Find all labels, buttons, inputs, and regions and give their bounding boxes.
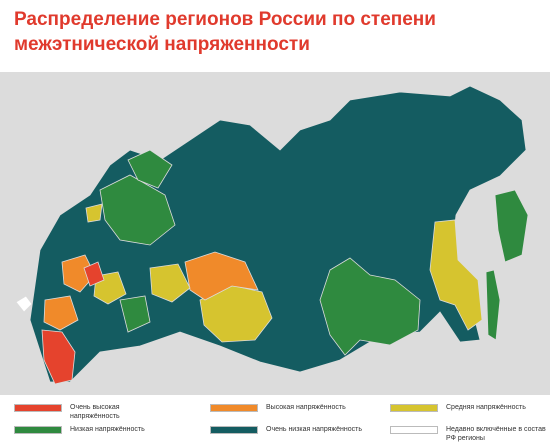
- region-medium: [429, 219, 483, 331]
- legend-swatch: [210, 426, 258, 434]
- map: [0, 72, 550, 395]
- region-medium: [149, 263, 191, 303]
- legend-swatch: [390, 404, 438, 412]
- region-low: [99, 174, 176, 246]
- region-medium: [85, 203, 103, 223]
- legend-swatch: [390, 426, 438, 434]
- region-low: [319, 257, 421, 356]
- region-low: [494, 189, 529, 263]
- legend-label: Недавно включённые в состав РФ регионы: [446, 426, 546, 442]
- legend-swatch: [210, 404, 258, 412]
- region-high: [43, 295, 79, 331]
- legend-label: Низкая напряжённость: [70, 426, 145, 433]
- region-low: [127, 149, 173, 189]
- region-high: [61, 254, 96, 293]
- region-very-high: [41, 329, 76, 385]
- region-high: [184, 251, 259, 301]
- region-low: [485, 269, 501, 341]
- legend-swatch: [14, 404, 62, 412]
- title-line: межэтнической напряженности: [14, 34, 310, 55]
- region-very-high: [83, 261, 105, 287]
- region-new: [15, 295, 33, 313]
- legend-label: Высокая напряжённость: [266, 404, 346, 411]
- title-line: Распределение регионов России по степени: [14, 9, 436, 30]
- legend-label: Очень высокая напряжённость: [70, 404, 120, 420]
- legend-label: Очень низкая напряжённость: [266, 426, 362, 433]
- legend-label: Средняя напряжённость: [446, 404, 526, 411]
- legend: Очень высокая напряжённость Высокая напря…: [0, 397, 550, 447]
- legend-swatch: [14, 426, 62, 434]
- region-low: [119, 295, 151, 333]
